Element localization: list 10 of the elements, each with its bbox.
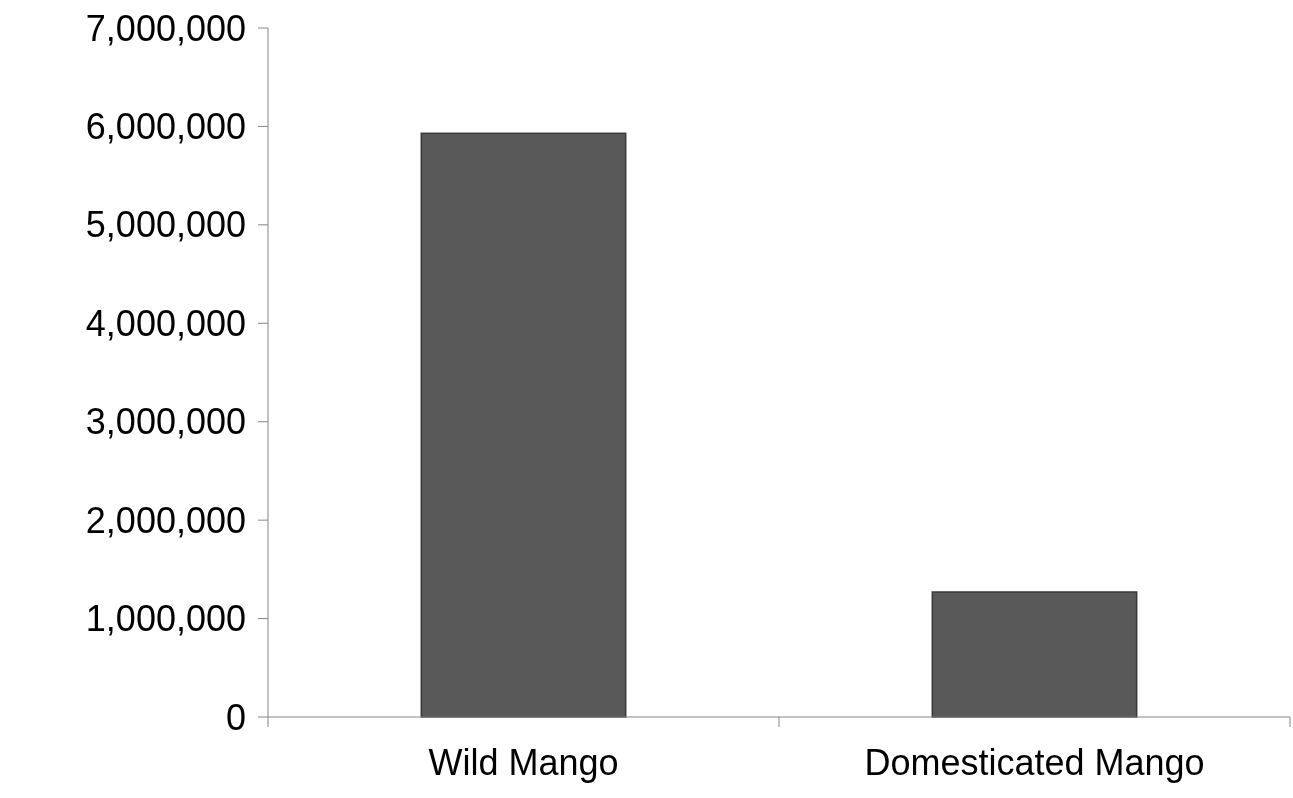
x-tick-label: Domesticated Mango bbox=[864, 742, 1205, 783]
x-tick-label: Wild Mango bbox=[428, 742, 619, 783]
y-tick-label: 1,000,000 bbox=[85, 598, 246, 640]
y-tick-label: 7,000,000 bbox=[85, 7, 246, 49]
y-tick-label: 0 bbox=[225, 696, 246, 738]
y-tick-label: 3,000,000 bbox=[85, 401, 246, 443]
y-tick-label: 5,000,000 bbox=[85, 204, 246, 246]
y-tick-label: 6,000,000 bbox=[85, 106, 246, 148]
y-tick-label: 4,000,000 bbox=[85, 302, 246, 344]
y-tick-label: 2,000,000 bbox=[85, 499, 246, 541]
